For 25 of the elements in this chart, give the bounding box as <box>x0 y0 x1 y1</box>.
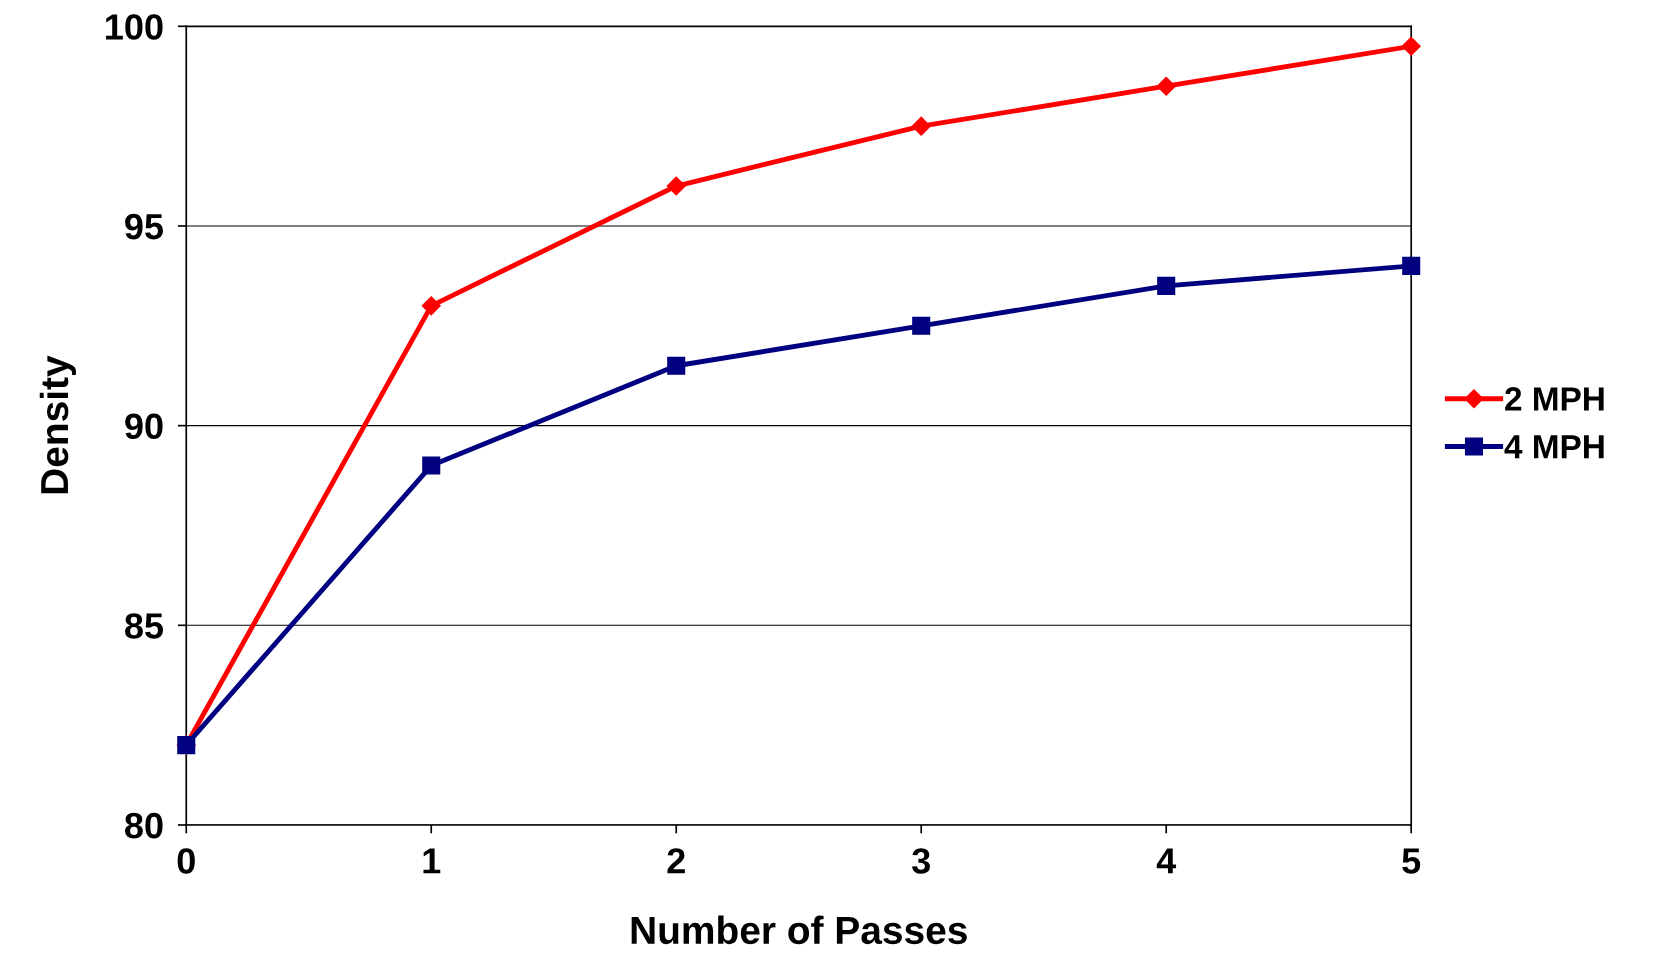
point <box>1156 76 1176 96</box>
x-tick-label: 5 <box>1402 848 1421 874</box>
y-tick-label: 95 <box>125 213 164 240</box>
y-tick-label: 90 <box>125 413 163 440</box>
point <box>1402 256 1421 275</box>
point <box>667 356 686 375</box>
point <box>1157 276 1176 295</box>
x-tick-label: 2 <box>667 848 685 874</box>
point <box>421 296 441 316</box>
point <box>912 316 931 335</box>
point <box>1401 36 1421 56</box>
x-tick-label: 3 <box>912 848 930 874</box>
y-tick-label: 80 <box>125 812 163 839</box>
y-tick-label: 85 <box>125 613 164 639</box>
x-tick-label: 0 <box>177 848 195 874</box>
point <box>911 116 931 136</box>
y-axis-title: Density <box>39 355 77 494</box>
point <box>666 176 686 196</box>
x-tick-label: 1 <box>423 848 441 874</box>
legend-label: 2 MPH <box>1505 387 1604 411</box>
x-axis-title: Number of Passes <box>631 915 967 945</box>
y-tick-label: 100 <box>106 14 163 40</box>
point <box>422 456 441 475</box>
x-tick-label: 4 <box>1156 848 1177 874</box>
legend-label: 4 MPH <box>1504 435 1604 459</box>
